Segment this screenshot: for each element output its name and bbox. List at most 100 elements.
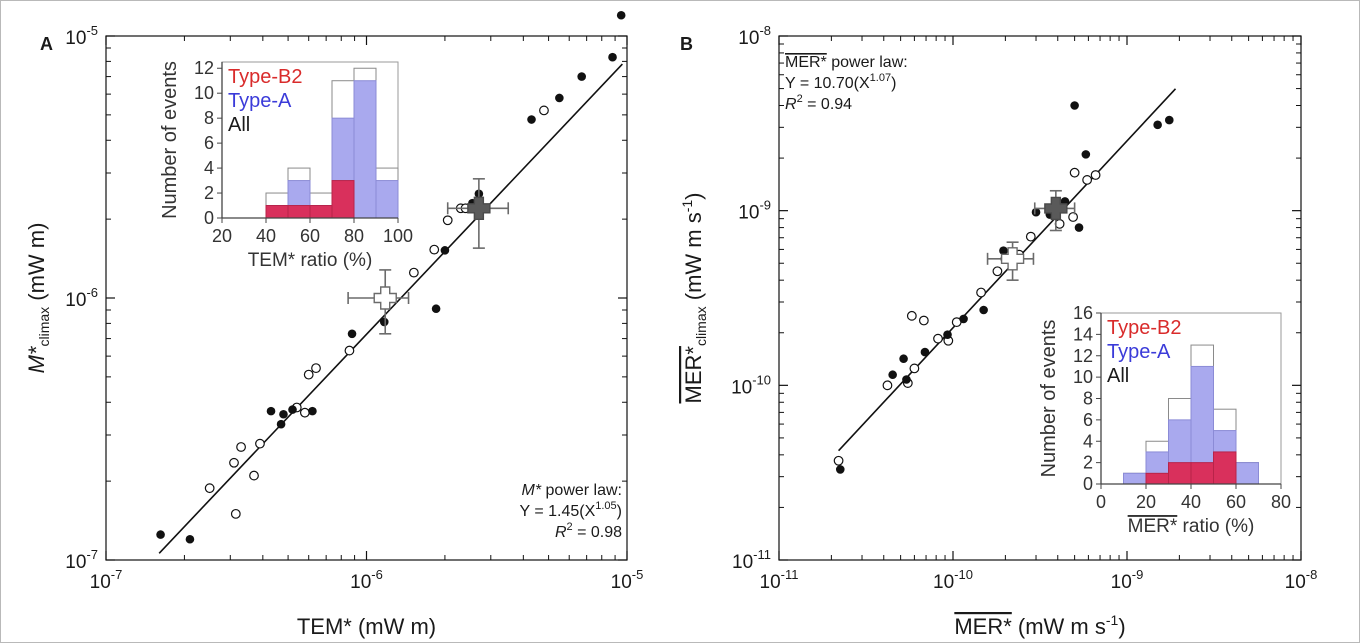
- x-tick-label: 10-6: [350, 567, 383, 593]
- fit-equation-exponent: 1.07: [870, 72, 891, 84]
- inset-y-tick-label: 2: [1083, 453, 1093, 473]
- inset-y-tick-text: 0: [1083, 474, 1093, 494]
- inset-y-tick-label: 8: [204, 108, 214, 128]
- filled-data-point: [1074, 223, 1084, 232]
- legend-entry-type-a: Type-A: [1107, 341, 1171, 363]
- tick-exponent: -8: [759, 23, 771, 38]
- histogram-bar-type-b2: [1213, 451, 1237, 485]
- filled-data-point: [959, 314, 968, 324]
- inset-x-axis-text: TEM* ratio (%): [248, 250, 373, 271]
- inset-x-axis-label: TEM* ratio (%): [248, 250, 373, 271]
- legend-text: Type-A: [1107, 341, 1171, 363]
- mean-cross-marker: [467, 196, 491, 220]
- inset-y-tick-text: 8: [204, 108, 214, 128]
- panel-letter: B: [680, 34, 693, 54]
- tick-base: 10: [738, 28, 759, 49]
- filled-data-point: [431, 304, 441, 314]
- inset-y-tick-label: 4: [1083, 431, 1093, 451]
- open-data-point: [918, 315, 929, 326]
- inset-y-tick-label: 12: [194, 58, 214, 78]
- open-data-point: [882, 380, 893, 391]
- inset-y-tick-text: 16: [1073, 303, 1093, 323]
- histogram-bar-type-a: [1123, 472, 1147, 485]
- inset-x-tick-label: 20: [1136, 492, 1156, 512]
- inset-x-tick-text: 40: [256, 226, 276, 246]
- tick-exponent: -6: [371, 567, 383, 582]
- inset-y-tick-label: 6: [204, 133, 214, 153]
- inset-histogram: 20 40 60 80 100 0 2 4 6 8 10 12 TEM* ratio (%) Number…: [159, 58, 413, 271]
- legend-text: All: [228, 114, 250, 136]
- open-data-point: [1069, 167, 1080, 178]
- tick-base: 10: [760, 572, 781, 593]
- inset-x-tick-text: 20: [212, 226, 232, 246]
- fit-title-rest: power law:: [541, 482, 622, 499]
- filled-data-point: [902, 375, 911, 384]
- fit-equation: Y = 1.45(X1.05): [519, 500, 622, 520]
- tick-base: 10: [65, 552, 86, 573]
- open-data-point: [230, 508, 241, 519]
- filled-data-point: [527, 115, 536, 124]
- histogram-bar-type-b2: [309, 205, 333, 219]
- x-tick-label: 10-7: [90, 567, 123, 593]
- inset-x-tick-text: 20: [1136, 492, 1156, 512]
- x-tick-label: 10-10: [933, 567, 973, 593]
- open-data-point: [311, 363, 321, 374]
- tick-exponent: -9: [759, 198, 771, 213]
- inset-y-tick-text: 6: [1083, 410, 1093, 430]
- tick-base: 10: [65, 28, 86, 49]
- filled-data-point: [577, 72, 586, 81]
- filled-data-point: [440, 246, 450, 255]
- open-data-point: [299, 407, 310, 418]
- y-axis-main: MER*: [681, 346, 706, 404]
- legend-text: Type-B2: [228, 66, 302, 88]
- fit-equation: Y = 10.70(X1.07): [785, 72, 896, 92]
- tick-exponent: -6: [86, 285, 98, 300]
- x-tick-label: 10-9: [1111, 567, 1144, 593]
- mean-cross-marker: [373, 286, 397, 310]
- filled-data-point: [156, 530, 165, 539]
- tick-exponent: -11: [753, 547, 771, 562]
- histogram-bar-type-a: [1235, 462, 1259, 485]
- y-axis-close: ): [681, 193, 706, 200]
- inset-x-tick-label: 60: [300, 226, 320, 246]
- inset-y-tick-text: 2: [1083, 453, 1093, 473]
- tick-exponent: -8: [1306, 567, 1318, 582]
- y-tick-label: 10-8: [738, 23, 771, 49]
- inset-x-tick-label: 40: [1181, 492, 1201, 512]
- x-axis-text: TEM* (mW m): [297, 614, 436, 639]
- inset-x-tick-text: 80: [1271, 492, 1291, 512]
- open-data-point: [249, 470, 259, 481]
- fit-annotation: MER* power law:Y = 10.70(X1.07)R2 = 0.94: [785, 54, 908, 113]
- inset-x-tick-text: 0: [1096, 492, 1106, 512]
- open-data-point: [303, 369, 314, 380]
- mean-open-marker: [347, 269, 410, 335]
- filled-data-point: [616, 10, 626, 20]
- panel-b: 10-11 10-10 10-9 10-810-1110-1010-910-8BMER…: [679, 23, 1317, 639]
- inset-y-tick-text: 10: [194, 83, 214, 103]
- legend-entry-all: All: [1107, 365, 1129, 387]
- inset-y-tick-label: 16: [1073, 303, 1093, 323]
- fit-equation-base: Y = 1.45(X: [519, 503, 595, 520]
- y-tick-label: 10-10: [731, 372, 771, 398]
- fit-r2: R2 = 0.94: [785, 93, 852, 113]
- power-law-fit-line: [837, 88, 1177, 452]
- histogram-bar-type-b2: [1190, 462, 1214, 485]
- open-data-point: [204, 483, 215, 494]
- x-axis-exponent: -1: [1106, 612, 1119, 628]
- mean-open-marker: [986, 241, 1035, 281]
- histogram-bar-type-a: [375, 180, 399, 219]
- inset-x-tick-text: 40: [1181, 492, 1201, 512]
- open-data-point: [976, 287, 986, 298]
- inset-y-tick-label: 12: [1073, 346, 1093, 366]
- tick-exponent: -10: [954, 567, 973, 582]
- filled-data-point: [1164, 115, 1174, 125]
- inset-y-tick-text: 12: [1073, 346, 1093, 366]
- tick-exponent: -5: [86, 23, 98, 38]
- fit-annotation: M* power law:Y = 1.45(X1.05)R2 = 0.98: [519, 482, 622, 541]
- r2-exponent: 2: [797, 93, 803, 105]
- inset-x-tick-label: 40: [256, 226, 276, 246]
- inset-y-tick-label: 10: [1073, 367, 1093, 387]
- filled-data-point: [979, 305, 988, 315]
- fit-title: M* power law:: [522, 482, 622, 499]
